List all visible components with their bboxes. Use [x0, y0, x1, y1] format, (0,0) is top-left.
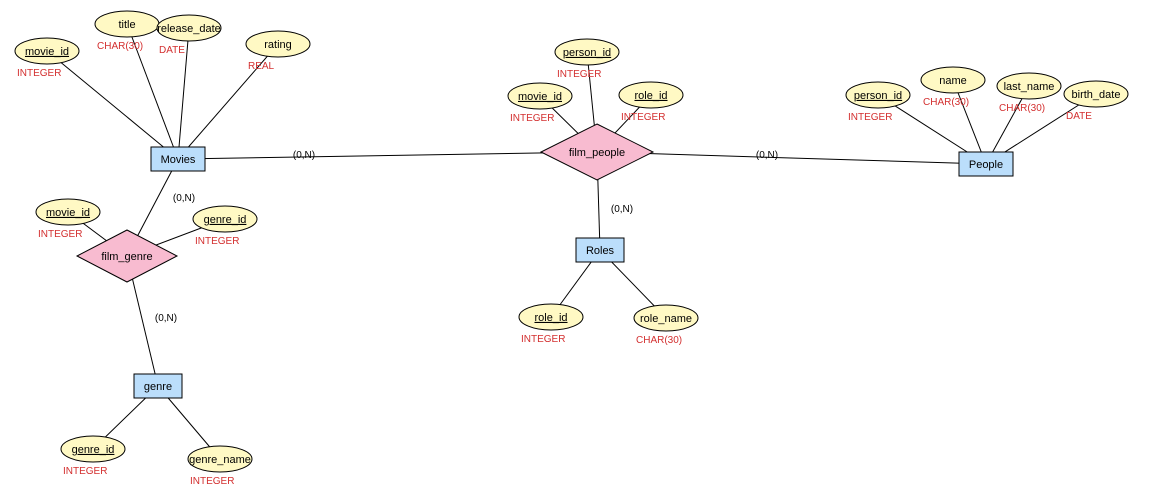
- attr-type-p_name: CHAR(30): [923, 97, 969, 108]
- er-diagram: (0,N) (0,N) (0,N) (0,N) (0,N) Movies genre Role…: [0, 0, 1167, 502]
- attr-type-g_genre_name: INTEGER: [190, 476, 234, 487]
- entity-label-People: People: [969, 159, 1003, 171]
- attribute-fg_genre_id: genre_id INTEGER: [193, 206, 257, 247]
- attr-label-m_movie_id: movie_id: [25, 46, 69, 58]
- attr-label-g_genre_name: genre_name: [189, 454, 251, 466]
- attr-label-p_name: name: [939, 75, 967, 87]
- entity-Movies: Movies: [151, 147, 205, 171]
- attribute-m_title: title CHAR(30): [95, 11, 159, 52]
- attr-label-r_role_id: role_id: [534, 312, 567, 324]
- attr-label-p_last_name: last_name: [1004, 81, 1055, 93]
- edge-film_people-People: [597, 152, 986, 164]
- relationship-film_genre: film_genre: [77, 230, 177, 282]
- attribute-p_birth: birth_date DATE: [1064, 81, 1128, 122]
- attr-label-p_person_id: person_id: [854, 90, 902, 102]
- attr-type-r_role_name: CHAR(30): [636, 335, 682, 346]
- attribute-g_genre_id: genre_id INTEGER: [61, 436, 125, 477]
- attr-type-r_role_id: INTEGER: [521, 334, 565, 345]
- cardinality-film_genre-genre: (0,N): [155, 313, 177, 324]
- relationship-label-film_people: film_people: [569, 147, 625, 159]
- attr-label-m_release: release_date: [157, 23, 221, 35]
- attr-type-fg_movie_id: INTEGER: [38, 229, 82, 240]
- attr-label-m_title: title: [118, 19, 135, 31]
- attr-type-m_rating: REAL: [248, 61, 275, 72]
- entity-label-Roles: Roles: [586, 245, 615, 257]
- attr-label-fp_movie_id: movie_id: [518, 91, 562, 103]
- entity-Roles: Roles: [576, 238, 624, 262]
- cardinality-film_people-Roles: (0,N): [611, 204, 633, 215]
- edge-Movies-film_people: [178, 152, 597, 159]
- relationship-film_people: film_people: [541, 124, 653, 180]
- attribute-p_last_name: last_name CHAR(30): [997, 73, 1061, 114]
- attr-type-fp_movie_id: INTEGER: [510, 113, 554, 124]
- entity-label-genre: genre: [144, 381, 172, 393]
- relationship-label-film_genre: film_genre: [101, 251, 152, 263]
- attr-type-m_release: DATE: [159, 45, 185, 56]
- cardinality-Movies-film_genre: (0,N): [173, 193, 195, 204]
- cardinality-film_people-People: (0,N): [756, 150, 778, 161]
- attribute-r_role_name: role_name CHAR(30): [634, 305, 698, 346]
- attr-label-r_role_name: role_name: [640, 313, 692, 325]
- attr-type-g_genre_id: INTEGER: [63, 466, 107, 477]
- attr-label-p_birth: birth_date: [1072, 89, 1121, 101]
- attribute-p_person_id: person_id INTEGER: [846, 82, 910, 123]
- attr-label-fg_movie_id: movie_id: [46, 207, 90, 219]
- attr-label-fp_person_id: person_id: [563, 47, 611, 59]
- attr-type-fp_role_id: INTEGER: [621, 112, 665, 123]
- attr-label-g_genre_id: genre_id: [72, 444, 115, 456]
- entity-People: People: [959, 152, 1013, 176]
- attribute-m_rating: rating REAL: [246, 31, 310, 72]
- attr-type-fp_person_id: INTEGER: [557, 69, 601, 80]
- entity-genre: genre: [134, 374, 182, 398]
- attribute-fg_movie_id: movie_id INTEGER: [36, 199, 100, 240]
- cardinality-Movies-film_people: (0,N): [293, 150, 315, 161]
- attribute-p_name: name CHAR(30): [921, 67, 985, 108]
- attribute-m_movie_id: movie_id INTEGER: [15, 38, 79, 79]
- attr-type-p_birth: DATE: [1066, 111, 1092, 122]
- attr-type-fg_genre_id: INTEGER: [195, 236, 239, 247]
- attr-edge-m_movie_id: [47, 51, 178, 159]
- attr-type-m_title: CHAR(30): [97, 41, 143, 52]
- attribute-fp_role_id: role_id INTEGER: [619, 82, 683, 123]
- attr-type-p_person_id: INTEGER: [848, 112, 892, 123]
- attr-type-m_movie_id: INTEGER: [17, 68, 61, 79]
- attr-label-fp_role_id: role_id: [634, 90, 667, 102]
- attribute-g_genre_name: genre_name INTEGER: [188, 446, 252, 487]
- attr-type-p_last_name: CHAR(30): [999, 103, 1045, 114]
- entity-label-Movies: Movies: [161, 154, 196, 166]
- attribute-r_role_id: role_id INTEGER: [519, 304, 583, 345]
- attr-label-m_rating: rating: [264, 39, 292, 51]
- attribute-m_release: release_date DATE: [157, 15, 221, 56]
- attribute-fp_person_id: person_id INTEGER: [555, 39, 619, 80]
- attr-label-fg_genre_id: genre_id: [204, 214, 247, 226]
